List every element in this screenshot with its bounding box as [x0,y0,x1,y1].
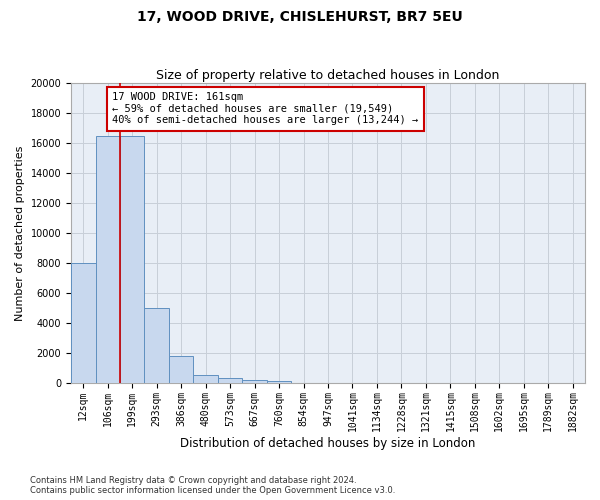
Text: 17, WOOD DRIVE, CHISLEHURST, BR7 5EU: 17, WOOD DRIVE, CHISLEHURST, BR7 5EU [137,10,463,24]
Bar [267,381,292,382]
Bar [145,308,169,382]
Bar [169,356,193,382]
Bar [120,136,145,382]
Bar [242,380,267,382]
X-axis label: Distribution of detached houses by size in London: Distribution of detached houses by size … [181,437,476,450]
Text: Contains HM Land Registry data © Crown copyright and database right 2024.
Contai: Contains HM Land Registry data © Crown c… [30,476,395,495]
Bar [71,263,95,382]
Bar [95,136,120,382]
Title: Size of property relative to detached houses in London: Size of property relative to detached ho… [157,69,500,82]
Bar [193,375,218,382]
Text: 17 WOOD DRIVE: 161sqm
← 59% of detached houses are smaller (19,549)
40% of semi-: 17 WOOD DRIVE: 161sqm ← 59% of detached … [112,92,418,126]
Bar [218,378,242,382]
Y-axis label: Number of detached properties: Number of detached properties [15,145,25,320]
